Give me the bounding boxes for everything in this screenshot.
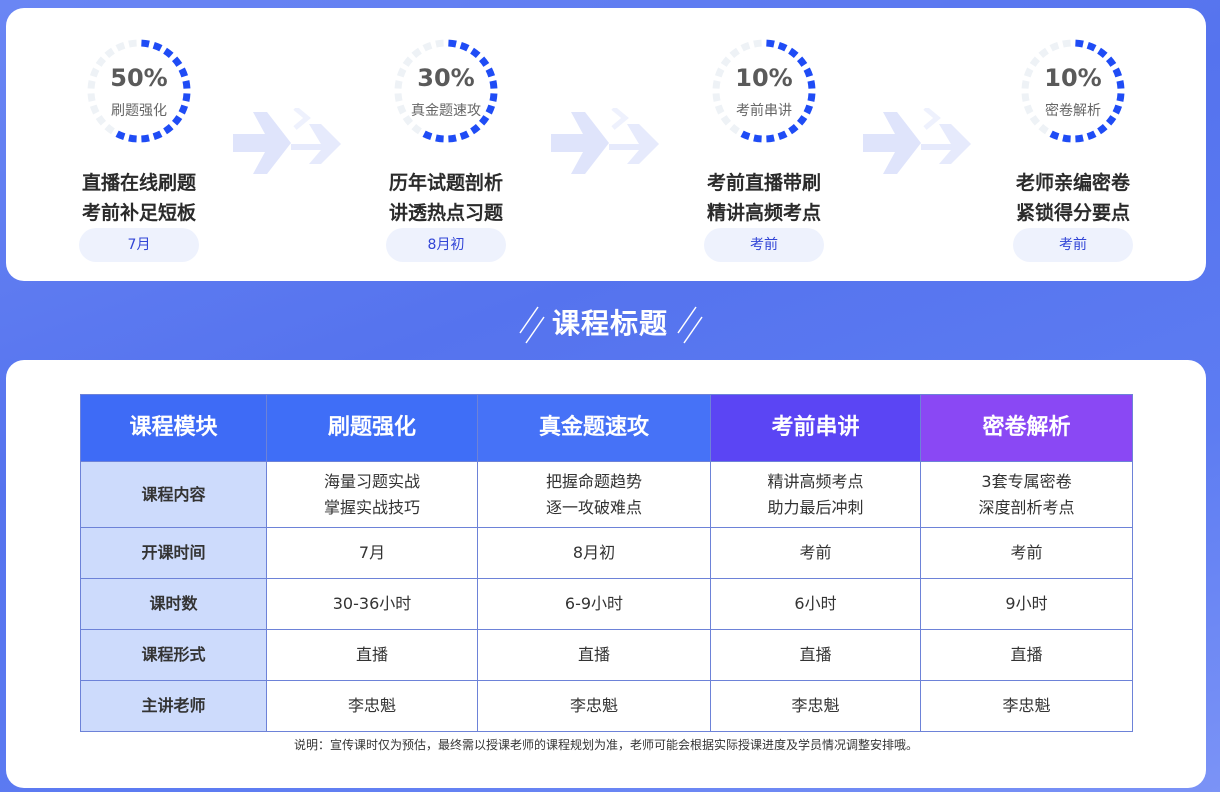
table-cell: 8月初 [477, 527, 711, 579]
stages-card: 50% 刷题强化 直播在线刷题 考前补足短板 7月 30% 真金题速攻 历年试题… [6, 8, 1206, 281]
table-cell: 3套专属密卷 深度剖析考点 [920, 461, 1133, 528]
table-cell: 7月 [266, 527, 478, 579]
cell-line: 海量习题实战 [323, 471, 420, 491]
table-cell: 李忠魁 [710, 680, 921, 732]
table-cell: 6-9小时 [477, 578, 711, 630]
progress-ring [712, 39, 816, 143]
table-cell: 直播 [266, 629, 478, 681]
table-cell: 直播 [710, 629, 921, 681]
table-cell: 30-36小时 [266, 578, 478, 630]
table-cell: 9小时 [920, 578, 1133, 630]
table-cell: 李忠魁 [920, 680, 1133, 732]
table-row: 课程内容 海量习题实战 掌握实战技巧 把握命题趋势 逐一攻破难点 精讲高频考点 助力最后冲刺… [80, 461, 1133, 528]
stage-time-pill: 7月 [79, 228, 199, 262]
cell-line: 把握命题趋势 [545, 471, 642, 491]
stage-line2: 讲透热点习题 [388, 202, 503, 224]
progress-ring [394, 39, 498, 143]
stage-line1: 考前直播带刷 [706, 172, 821, 194]
arrow-right-icon [551, 108, 659, 174]
table-row: 课时数 30-36小时 6-9小时 6小时 9小时 [80, 578, 1133, 630]
section-title-text: 课程标题 [551, 307, 668, 340]
stage-ring-label: 密卷解析 [1045, 103, 1101, 119]
slash-decoration-icon [519, 306, 545, 344]
stage-percent: 10% [735, 64, 793, 92]
column-header: 考前串讲 [710, 394, 921, 462]
section-title: 课程标题 [0, 302, 1220, 347]
stage-percent: 10% [1044, 64, 1102, 92]
progress-ring [87, 39, 191, 143]
arrow-right-icon [233, 108, 341, 174]
course-table-card: 课程模块 刷题强化 真金题速攻 考前串讲 密卷解析 课程内容 海量习题实战 掌握实战技巧 把握命… [6, 360, 1206, 788]
arrow-right-icon [863, 108, 971, 174]
disclaimer-note: 说明：宣传课时仅为预估，最终需以授课老师的课程规划为准，老师可能会根据实际授课进… [293, 738, 918, 752]
row-label: 课程内容 [80, 461, 267, 528]
stage-line2: 精讲高频考点 [706, 202, 821, 224]
table-cell: 把握命题趋势 逐一攻破难点 [477, 461, 711, 528]
stage-percent: 30% [417, 64, 475, 92]
stage-line1: 直播在线刷题 [81, 172, 196, 194]
row-label: 课时数 [80, 578, 267, 630]
stage-line1: 历年试题剖析 [388, 172, 503, 194]
table-cell: 考前 [710, 527, 921, 579]
cell-line: 助力最后冲刺 [767, 497, 864, 517]
table-cell: 直播 [920, 629, 1133, 681]
table-row: 课程形式 直播 直播 直播 直播 [80, 629, 1133, 681]
stage-ring-label: 真金题速攻 [411, 103, 481, 119]
cell-line: 深度剖析考点 [978, 497, 1075, 517]
table-row: 主讲老师 李忠魁 李忠魁 李忠魁 李忠魁 [80, 680, 1133, 732]
table-cell: 精讲高频考点 助力最后冲刺 [710, 461, 921, 528]
cell-line: 逐一攻破难点 [545, 497, 642, 517]
stage-time-pill: 考前 [1013, 228, 1133, 262]
table-cell: 海量习题实战 掌握实战技巧 [266, 461, 478, 528]
stage-ring-label: 刷题强化 [111, 103, 167, 119]
table-cell: 考前 [920, 527, 1133, 579]
column-header: 课程模块 [80, 394, 267, 462]
stage-ring-label: 考前串讲 [736, 103, 792, 119]
stage-line2: 紧锁得分要点 [1015, 202, 1130, 224]
table-row: 开课时间 7月 8月初 考前 考前 [80, 527, 1133, 579]
cell-line: 3套专属密卷 [981, 471, 1072, 491]
cell-line: 掌握实战技巧 [323, 497, 420, 517]
cell-line: 精讲高频考点 [767, 471, 864, 491]
column-header: 真金题速攻 [477, 394, 711, 462]
stage-line2: 考前补足短板 [81, 202, 196, 224]
stage-percent: 50% [110, 64, 168, 92]
column-header: 刷题强化 [266, 394, 478, 462]
row-label: 开课时间 [80, 527, 267, 579]
table-cell: 李忠魁 [266, 680, 478, 732]
stage-line1: 老师亲编密卷 [1015, 172, 1130, 194]
slash-decoration-icon [677, 306, 703, 344]
course-table: 课程模块 刷题强化 真金题速攻 考前串讲 密卷解析 课程内容 海量习题实战 掌握实战技巧 把握命… [80, 394, 1133, 732]
stage-time-pill: 8月初 [386, 228, 506, 262]
progress-ring [1021, 39, 1125, 143]
row-label: 课程形式 [80, 629, 267, 681]
stage-time-pill: 考前 [704, 228, 824, 262]
table-cell: 直播 [477, 629, 711, 681]
column-header: 密卷解析 [920, 394, 1133, 462]
row-label: 主讲老师 [80, 680, 267, 732]
table-cell: 6小时 [710, 578, 921, 630]
table-cell: 李忠魁 [477, 680, 711, 732]
